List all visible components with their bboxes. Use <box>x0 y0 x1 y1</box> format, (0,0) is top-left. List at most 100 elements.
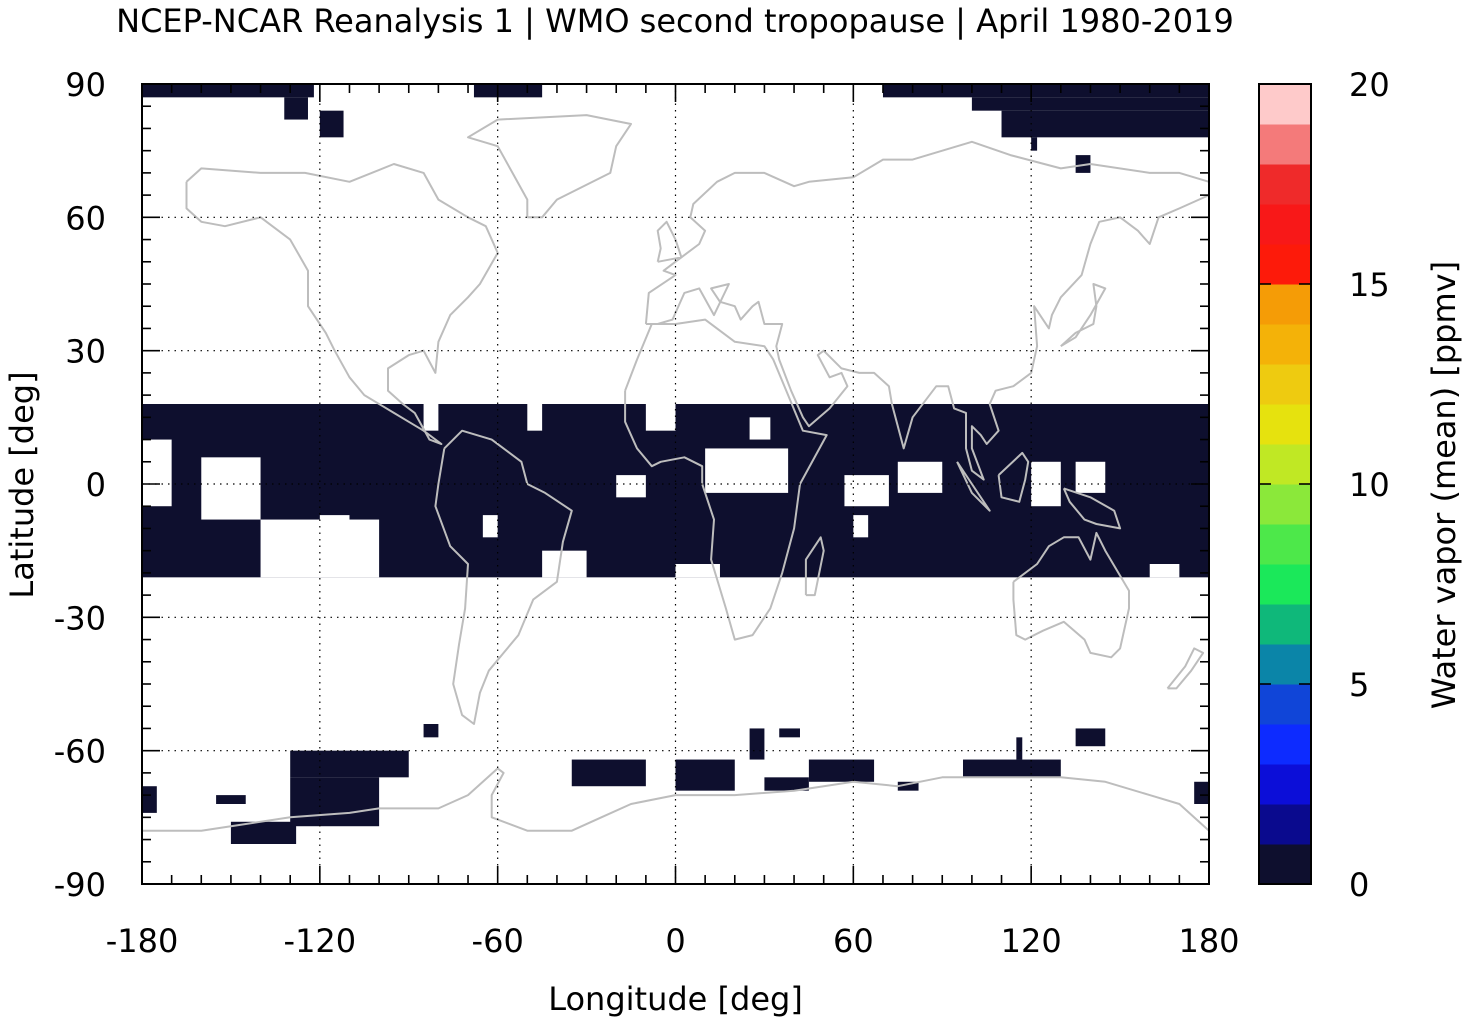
missing-cell-11 <box>749 417 771 440</box>
missing-cell-10 <box>705 448 789 493</box>
colorbar-band-6 <box>1259 604 1311 645</box>
missing-cell-18 <box>1149 564 1180 578</box>
axes-frame-layer <box>141 83 1210 885</box>
colorbar-tick-label-4: 20 <box>1349 66 1390 104</box>
y-axis-label: Latitude [deg] <box>3 371 41 599</box>
y-tick-label-2: 30 <box>65 333 106 371</box>
data-cell-12 <box>230 821 297 844</box>
data-cell-25 <box>1194 781 1209 804</box>
x-tick-label-0: -180 <box>106 922 179 960</box>
colorbar-band-19 <box>1259 84 1311 125</box>
data-cell-3 <box>319 110 344 138</box>
y-tick-label-6: -90 <box>54 866 106 904</box>
tick-labels-layer: -180 -120 -60 0 60 120 180 90 60 30 0 -30 -60 -90 <box>54 66 1240 960</box>
y-tick-label-4: -30 <box>54 599 106 637</box>
data-cell-23 <box>1016 737 1023 760</box>
colorbar-band-16 <box>1259 204 1311 245</box>
colorbar-band-0 <box>1259 844 1311 885</box>
coastline-2 <box>624 318 828 641</box>
colorbar-band-11 <box>1259 404 1311 445</box>
coastline-12 <box>804 536 825 597</box>
data-cell-20 <box>764 777 809 791</box>
missing-cell-1 <box>201 457 261 520</box>
data-cell-19 <box>808 759 875 782</box>
colorbar-band-17 <box>1259 164 1311 205</box>
x-tick-label-1: -120 <box>284 922 357 960</box>
data-cell-11 <box>290 777 380 827</box>
data-cell-5 <box>882 84 1209 98</box>
x-tick-label-2: -60 <box>472 922 524 960</box>
x-tick-label-5: 120 <box>1001 922 1062 960</box>
data-cell-10 <box>290 750 409 778</box>
data-cell-4 <box>473 84 543 98</box>
colorbar-band-9 <box>1259 484 1311 525</box>
grid-layer <box>142 84 1209 884</box>
coastline-6 <box>142 767 1210 832</box>
missing-cell-2 <box>260 519 380 578</box>
colorbar-band-5 <box>1259 644 1311 685</box>
missing-cell-0 <box>142 439 172 507</box>
chart-title: NCEP-NCAR Reanalysis 1 | WMO second trop… <box>116 2 1234 40</box>
x-tick-label-4: 60 <box>833 922 874 960</box>
missing-cell-13 <box>897 461 943 493</box>
data-cell-7 <box>1001 110 1209 138</box>
y-tick-label-0: 90 <box>65 66 106 104</box>
missing-cell-5 <box>542 550 587 578</box>
colorbar-band-3 <box>1259 724 1311 765</box>
missing-cell-4 <box>482 515 498 538</box>
coastline-10 <box>1062 487 1122 530</box>
colorbar-band-8 <box>1259 524 1311 565</box>
colorbar-tick-label-2: 10 <box>1349 466 1390 504</box>
coastline-3 <box>644 140 1210 325</box>
data-cell-17 <box>749 728 765 760</box>
missing-cell-19 <box>675 564 720 578</box>
data-cell-22 <box>962 759 1061 778</box>
colorbar-tick-label-3: 15 <box>1349 266 1390 304</box>
coastline-4 <box>645 194 1210 481</box>
colorbar-label: Water vapor (mean) [ppmv] <box>1425 260 1463 710</box>
data-cell-16 <box>675 759 735 791</box>
missing-cell-8 <box>616 475 646 498</box>
coastline-11 <box>1166 647 1205 690</box>
data-cell-6 <box>971 97 1209 111</box>
colorbar-band-12 <box>1259 364 1311 405</box>
coastline-14 <box>1060 283 1107 348</box>
colorbar-layer: 0 5 10 15 20 <box>1258 66 1390 904</box>
colorbar-band-14 <box>1259 284 1311 325</box>
coastline-9 <box>997 451 1030 503</box>
missing-cell-6 <box>423 404 439 431</box>
data-cell-13 <box>216 795 246 804</box>
colorbar-band-2 <box>1259 764 1311 805</box>
coastline-1 <box>434 429 573 725</box>
coastline-5 <box>1012 531 1130 659</box>
y-tick-label-5: -60 <box>54 733 106 771</box>
data-cell-18 <box>779 728 800 738</box>
missing-cell-3 <box>319 515 350 538</box>
colorbar-band-15 <box>1259 244 1311 285</box>
colorbar-band-10 <box>1259 444 1311 485</box>
missing-cell-12 <box>844 475 889 507</box>
data-cell-2 <box>284 97 308 120</box>
x-tick-label-6: 180 <box>1178 922 1239 960</box>
colorbar-band-13 <box>1259 324 1311 365</box>
data-cell-1 <box>142 84 314 98</box>
missing-cell-17 <box>971 386 1002 404</box>
colorbar-band-7 <box>1259 564 1311 605</box>
missing-cell-7 <box>527 404 543 431</box>
y-tick-label-1: 60 <box>65 199 106 237</box>
data-cell-9 <box>1075 155 1091 173</box>
colorbar-band-4 <box>1259 684 1311 725</box>
missing-cell-14 <box>853 515 869 538</box>
coastline-8 <box>956 461 991 512</box>
coastline-layer <box>142 114 1210 832</box>
colorbar-tick-label-0: 0 <box>1349 866 1369 904</box>
heatmap-layer <box>142 84 1209 844</box>
missing-cell-16 <box>1075 461 1106 493</box>
colorbar-tick-label-1: 5 <box>1349 666 1369 704</box>
missing-cell-9 <box>645 404 676 431</box>
data-cell-15 <box>571 759 646 787</box>
data-cell-24 <box>1075 728 1106 747</box>
coastline-13 <box>656 220 683 263</box>
